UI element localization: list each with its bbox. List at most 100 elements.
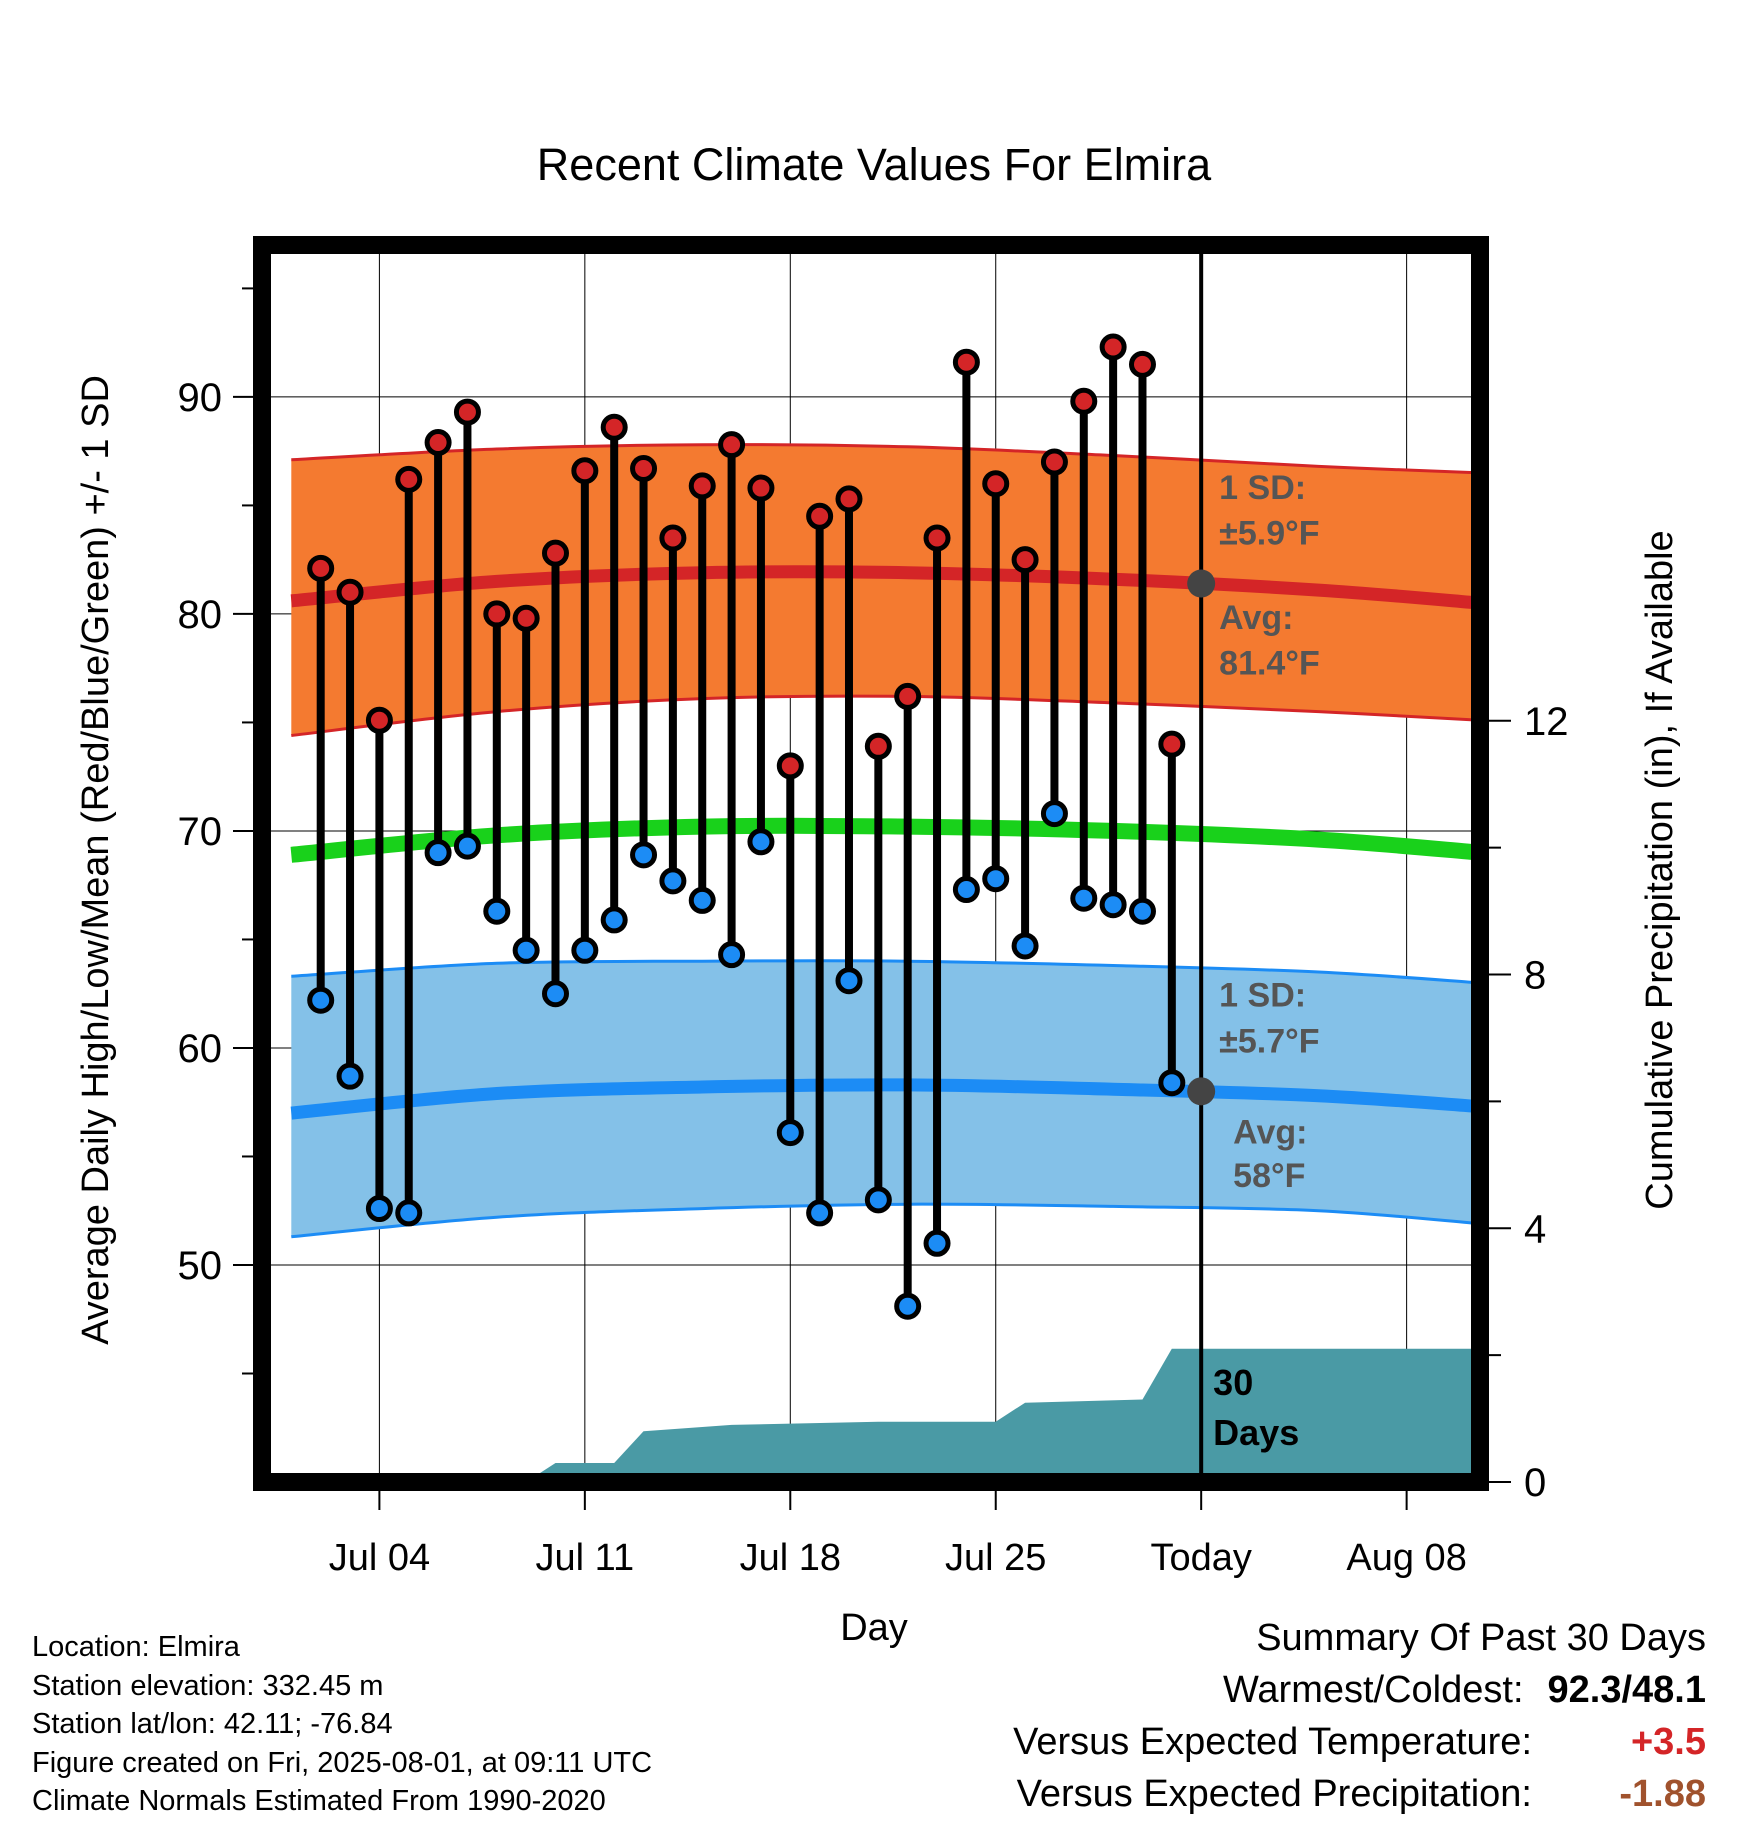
- temp-departure-label: Versus Expected Temperature:: [1013, 1721, 1532, 1763]
- daily-low-point: [894, 1292, 922, 1320]
- daily-low-point: [806, 1199, 834, 1227]
- daily-low-point: [424, 839, 452, 867]
- daily-high-point: [365, 706, 393, 734]
- daily-high-point: [1158, 730, 1186, 758]
- precip-departure-value: -1.88: [1619, 1773, 1706, 1815]
- warmest-coldest-value: 92.3/48.1: [1547, 1669, 1706, 1711]
- summary-title: Summary Of Past 30 Days: [1256, 1617, 1706, 1659]
- daily-high-point: [571, 457, 599, 485]
- temp-departure-row: Versus Expected Temperature: +3.5: [1013, 1716, 1706, 1768]
- created-text: Figure created on Fri, 2025-08-01, at 09…: [32, 1746, 653, 1779]
- y2-axis-label: Cumulative Precipitation (in), If Availa…: [1639, 530, 1681, 1209]
- y-tick-label: 80: [178, 593, 223, 637]
- daily-low-point: [395, 1199, 423, 1227]
- low-avg-label: Avg:: [1233, 1113, 1307, 1151]
- precip-departure-label: Versus Expected Precipitation:: [1016, 1773, 1532, 1815]
- x-tick-label: Jul 04: [329, 1537, 430, 1579]
- daily-high-point: [453, 398, 481, 426]
- x-tick-label: Jul 18: [740, 1537, 841, 1579]
- daily-low-point: [1128, 897, 1156, 925]
- today-high-marker: [1187, 569, 1216, 598]
- daily-high-point: [718, 431, 746, 459]
- daily-low-point: [365, 1195, 393, 1223]
- daily-low-point: [453, 832, 481, 860]
- low-sd-label: 1 SD:: [1219, 977, 1306, 1015]
- normals-text: Climate Normals Estimated From 1990-2020: [32, 1785, 606, 1817]
- latlon-text: Station lat/lon: 42.11; -76.84: [32, 1708, 393, 1740]
- daily-high-point: [952, 348, 980, 376]
- high-avg-label: Avg:: [1219, 599, 1293, 637]
- daily-low-point: [1040, 800, 1068, 828]
- daily-low-point: [541, 980, 569, 1008]
- daily-high-point: [1128, 350, 1156, 378]
- daily-low-point: [718, 941, 746, 969]
- temp-departure-value: +3.5: [1630, 1721, 1706, 1763]
- daily-low-point: [688, 886, 716, 914]
- precip-area: [291, 1348, 1480, 1482]
- daily-low-point: [982, 865, 1010, 893]
- low-sd-band: [291, 960, 1480, 1237]
- x-tick-label: Today: [1150, 1537, 1251, 1579]
- high-avg-value: 81.4°F: [1219, 645, 1320, 683]
- daily-low-point: [776, 1119, 804, 1147]
- daily-high-point: [512, 604, 540, 632]
- daily-low-point: [512, 936, 540, 964]
- daily-low-point: [923, 1229, 951, 1257]
- x-tick-label: Jul 25: [945, 1537, 1046, 1579]
- daily-high-point: [600, 413, 628, 441]
- precip-label-line1: 30: [1213, 1362, 1253, 1403]
- daily-high-point: [864, 732, 892, 760]
- daily-low-point: [600, 906, 628, 934]
- chart-title: Recent Climate Values For Elmira: [537, 139, 1212, 190]
- warmest-coldest-row: Warmest/Coldest: 92.3/48.1: [1013, 1664, 1706, 1716]
- high-sd-value: ±5.9°F: [1219, 514, 1319, 552]
- elevation-text: Station elevation: 332.45 m: [32, 1669, 384, 1702]
- daily-high-point: [424, 428, 452, 456]
- y2-tick-label: 0: [1524, 1461, 1546, 1505]
- normal-high-line: [290, 565, 1481, 610]
- y2-tick-label: 8: [1524, 954, 1546, 998]
- daily-low-point: [571, 936, 599, 964]
- daily-low-point: [1099, 891, 1127, 919]
- daily-high-point: [483, 600, 511, 628]
- plot-area: 1 SD: ±5.9°F Avg: 81.4°F 1 SD: ±5.7°F Avg: 58°F…: [178, 236, 1569, 1579]
- y-tick-label: 90: [178, 376, 223, 420]
- today-low-marker: [1187, 1077, 1216, 1106]
- daily-high-point: [688, 472, 716, 500]
- daily-high-point: [1011, 546, 1039, 574]
- daily-low-point: [864, 1186, 892, 1214]
- y-tick-label: 50: [178, 1244, 223, 1288]
- daily-high-point: [747, 474, 775, 502]
- daily-low-point: [747, 828, 775, 856]
- daily-high-point: [1099, 333, 1127, 361]
- daily-low-point: [952, 876, 980, 904]
- daily-low-point: [1158, 1069, 1186, 1097]
- daily-high-point: [923, 524, 951, 552]
- daily-low-point: [659, 867, 687, 895]
- x-axis-label: Day: [840, 1607, 908, 1649]
- daily-high-point: [395, 465, 423, 493]
- location-text: Location: Elmira: [32, 1631, 240, 1663]
- x-tick-label: Jul 11: [536, 1537, 635, 1579]
- daily-low-point: [336, 1062, 364, 1090]
- daily-high-point: [1070, 387, 1098, 415]
- daily-high-point: [659, 524, 687, 552]
- daily-high-point: [307, 554, 335, 582]
- x-tick-label: Aug 08: [1346, 1537, 1466, 1579]
- high-sd-label: 1 SD:: [1219, 469, 1306, 507]
- y-axis-label: Average Daily High/Low/Mean (Red/Blue/Gr…: [75, 375, 117, 1345]
- summary-panel: Summary Of Past 30 Days Warmest/Coldest:…: [1013, 1612, 1706, 1820]
- daily-high-point: [776, 752, 804, 780]
- precip-departure-row: Versus Expected Precipitation: -1.88: [1013, 1768, 1706, 1820]
- y-tick-label: 60: [178, 1027, 223, 1071]
- station-info: Location: Elmira Station elevation: 332.…: [32, 1628, 652, 1821]
- daily-low-point: [307, 986, 335, 1014]
- daily-low-point: [483, 897, 511, 925]
- high-sd-upper-line: [291, 443, 1481, 475]
- y2-tick-label: 12: [1524, 700, 1569, 744]
- plot-frame: [253, 236, 1489, 1491]
- y-tick-label: 70: [178, 810, 223, 854]
- daily-high-point: [835, 485, 863, 513]
- daily-high-point: [1040, 448, 1068, 476]
